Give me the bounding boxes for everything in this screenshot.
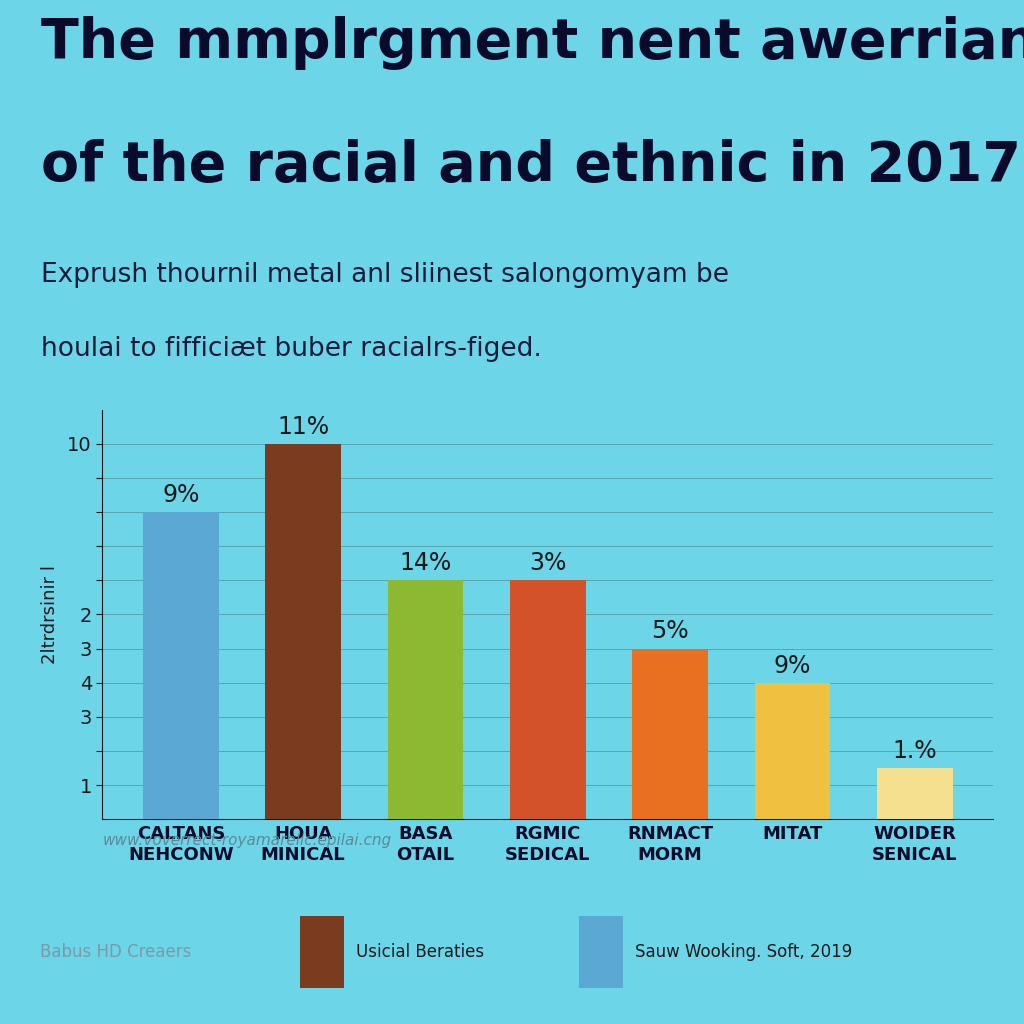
Y-axis label: 2ltrdrsinir l: 2ltrdrsinir l [41,565,59,664]
Text: 1.%: 1.% [893,739,937,763]
Text: 14%: 14% [399,551,452,575]
Text: Babus HD Creaers: Babus HD Creaers [40,943,191,962]
Bar [510,581,586,819]
Text: Usicial Beraties: Usicial Beraties [356,943,484,962]
Bar [300,916,344,988]
Text: houlai to fifficiæt buber racialrs-figed.: houlai to fifficiæt buber racialrs-figed… [41,336,542,361]
Text: The mmplrgment nent awerriant: The mmplrgment nent awerriant [41,16,1024,71]
Bar [877,768,952,819]
Text: 5%: 5% [651,620,689,643]
Bar [632,648,709,819]
Text: of the racial and ethnic in 2017: of the racial and ethnic in 2017 [41,139,1021,194]
Bar [387,581,464,819]
Bar [755,683,830,819]
Text: 9%: 9% [162,483,200,507]
Text: Exprush thournil metal anl sliinest salongomyam be: Exprush thournil metal anl sliinest salo… [41,262,729,288]
Bar [265,443,341,819]
Text: Sauw Wooking. Soft, 2019: Sauw Wooking. Soft, 2019 [635,943,852,962]
Text: 9%: 9% [774,653,811,678]
Bar [143,512,219,819]
Text: www.voverrect-royamarelic.epilai.cng: www.voverrect-royamarelic.epilai.cng [102,833,391,848]
Bar [580,916,623,988]
Text: 11%: 11% [278,415,330,438]
Text: 3%: 3% [529,551,566,575]
